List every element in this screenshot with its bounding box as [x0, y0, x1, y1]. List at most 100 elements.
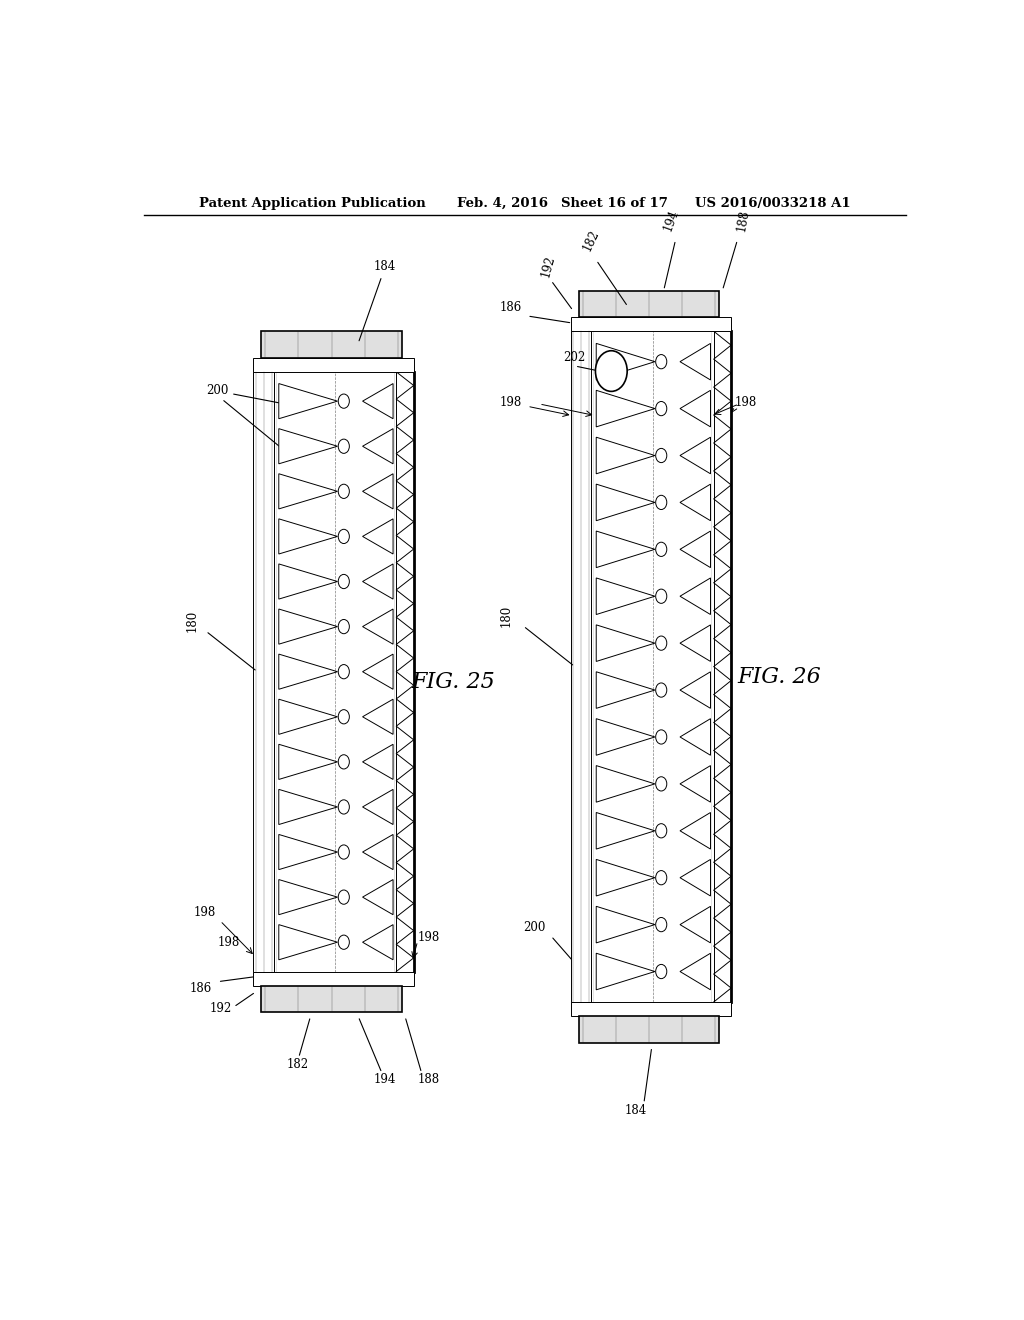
Circle shape	[655, 636, 667, 651]
Text: FIG. 26: FIG. 26	[737, 665, 820, 688]
Polygon shape	[596, 859, 655, 896]
Polygon shape	[279, 474, 338, 510]
Polygon shape	[362, 609, 393, 644]
Bar	[570, 1002, 731, 1016]
Polygon shape	[279, 564, 338, 599]
Polygon shape	[680, 624, 711, 661]
Circle shape	[655, 449, 667, 462]
Text: 184: 184	[625, 1104, 647, 1117]
Circle shape	[655, 355, 667, 368]
Text: 182: 182	[287, 1059, 309, 1071]
Circle shape	[338, 529, 349, 544]
Circle shape	[655, 730, 667, 744]
Circle shape	[338, 710, 349, 723]
Polygon shape	[680, 672, 711, 709]
Polygon shape	[680, 766, 711, 803]
Polygon shape	[362, 834, 393, 870]
Circle shape	[338, 440, 349, 453]
Polygon shape	[596, 484, 655, 520]
Text: Feb. 4, 2016: Feb. 4, 2016	[458, 197, 548, 210]
Circle shape	[338, 755, 349, 770]
Circle shape	[338, 800, 349, 814]
Circle shape	[655, 543, 667, 557]
Polygon shape	[362, 924, 393, 960]
Bar	[579, 1016, 719, 1043]
Polygon shape	[279, 429, 338, 463]
Circle shape	[655, 965, 667, 978]
Polygon shape	[596, 343, 655, 380]
Circle shape	[595, 351, 627, 392]
Text: 188: 188	[735, 209, 752, 232]
Text: 192: 192	[210, 1002, 232, 1015]
Text: Sheet 16 of 17: Sheet 16 of 17	[560, 197, 668, 210]
Polygon shape	[680, 718, 711, 755]
Polygon shape	[279, 384, 338, 418]
Polygon shape	[279, 789, 338, 825]
Text: 180: 180	[186, 610, 199, 632]
Bar	[579, 290, 719, 317]
Polygon shape	[362, 700, 393, 734]
Polygon shape	[362, 519, 393, 554]
Polygon shape	[680, 578, 711, 615]
Polygon shape	[680, 391, 711, 426]
Bar	[570, 331, 592, 1002]
Polygon shape	[596, 813, 655, 849]
Polygon shape	[362, 429, 393, 463]
Polygon shape	[362, 879, 393, 915]
Circle shape	[655, 917, 667, 932]
Polygon shape	[362, 474, 393, 510]
Bar	[253, 972, 414, 986]
Polygon shape	[279, 655, 338, 689]
Circle shape	[338, 845, 349, 859]
Polygon shape	[362, 789, 393, 825]
Polygon shape	[279, 700, 338, 734]
Polygon shape	[596, 531, 655, 568]
Bar	[261, 331, 401, 358]
Polygon shape	[680, 343, 711, 380]
Polygon shape	[680, 953, 711, 990]
Text: 180: 180	[500, 605, 512, 627]
Circle shape	[655, 871, 667, 884]
Polygon shape	[362, 655, 393, 689]
Circle shape	[655, 495, 667, 510]
Text: 200: 200	[523, 921, 546, 933]
Polygon shape	[596, 437, 655, 474]
Circle shape	[338, 935, 349, 949]
Text: 202: 202	[563, 351, 585, 364]
Circle shape	[655, 589, 667, 603]
Circle shape	[655, 824, 667, 838]
Text: 200: 200	[206, 384, 280, 403]
Bar	[261, 986, 401, 1012]
Text: 184: 184	[359, 260, 396, 341]
Polygon shape	[680, 531, 711, 568]
Circle shape	[655, 776, 667, 791]
Text: 198: 198	[194, 906, 216, 919]
Text: 194: 194	[662, 207, 682, 232]
Circle shape	[338, 574, 349, 589]
Text: 186: 186	[500, 301, 521, 314]
Polygon shape	[596, 624, 655, 661]
Bar	[253, 372, 274, 972]
Text: 198: 198	[218, 936, 240, 949]
Polygon shape	[596, 907, 655, 942]
Circle shape	[655, 401, 667, 416]
Polygon shape	[680, 907, 711, 942]
Polygon shape	[596, 718, 655, 755]
Circle shape	[338, 395, 349, 408]
Polygon shape	[596, 391, 655, 426]
Polygon shape	[680, 484, 711, 520]
Polygon shape	[680, 859, 711, 896]
Polygon shape	[680, 813, 711, 849]
Polygon shape	[279, 519, 338, 554]
Circle shape	[338, 619, 349, 634]
Polygon shape	[279, 609, 338, 644]
Text: 186: 186	[189, 982, 212, 995]
Text: Patent Application Publication: Patent Application Publication	[200, 197, 426, 210]
Polygon shape	[279, 879, 338, 915]
Polygon shape	[596, 766, 655, 803]
Bar	[253, 358, 414, 372]
Polygon shape	[596, 672, 655, 709]
Text: US 2016/0033218 A1: US 2016/0033218 A1	[695, 197, 851, 210]
Text: 198: 198	[418, 931, 440, 944]
Polygon shape	[362, 384, 393, 418]
